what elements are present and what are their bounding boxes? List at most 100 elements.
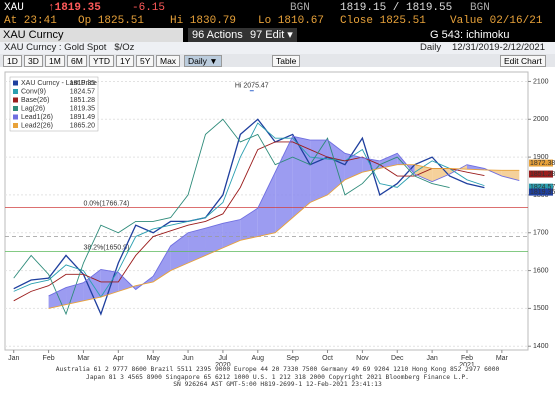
range-button[interactable]: 1M [45,55,65,67]
series-line [48,135,520,297]
legend-value: 1819.35 [70,105,95,112]
period: Daily [420,42,442,53]
source: BGN [470,2,490,14]
range-button[interactable]: 3D [24,55,43,67]
x-tick-label: Feb [461,355,473,362]
x-tick-label: Mar [496,355,509,362]
range-button[interactable]: Max [156,55,181,67]
footer-line: Japan 81 3 4565 8900 Singapore 65 6212 1… [86,373,469,381]
legend-label: Lag(26) [21,105,45,112]
range-button[interactable]: 1Y [116,55,135,67]
time: At 23:41 [4,15,57,27]
y-tick-label: 1500 [533,305,549,312]
legend-swatch [13,80,18,86]
y-tick-label: 1900 [533,154,549,161]
series-line [13,141,485,302]
series-line [13,118,485,316]
bid-ask: 1819.15 / 1819.55 [340,2,453,14]
cloud [205,223,223,256]
price-tag [529,183,553,191]
year-label: 2020 [215,362,231,366]
year-label: 2021 [459,362,475,366]
toolbar: 1D 3D 1M 6M YTD 1Y 5Y Max Daily ▼ Table Edit Chart [0,54,555,67]
subheader: XAU Curncy : Gold Spot $/Oz Daily 12/31/… [0,42,555,54]
legend-swatch [13,106,18,111]
date-range: 12/31/2019-2/12/2021 [452,42,545,53]
price: ↑1819.35 [48,2,101,14]
chart-name: G 543: ichimoku [430,29,510,41]
x-tick-label: Oct [322,355,333,362]
range-button[interactable]: YTD [89,55,114,67]
level-label: 38.2%(1650.9) [83,245,129,252]
price-tag [529,159,553,167]
x-tick-label: May [147,355,161,362]
y-tick-label: 1700 [533,230,549,237]
x-tick-label: Nov [356,355,369,362]
y-tick-label: 1400 [533,343,549,350]
legend-label: Conv(9) [21,88,46,95]
legend-swatch [13,97,18,103]
cloud [310,140,328,203]
price-tag-label: 1872.38 [530,160,555,167]
legend-label: XAU Curncy - Last Price [21,80,97,87]
table-button[interactable]: Table [272,55,301,67]
legend-swatch [13,114,18,120]
footer-line: Australia 61 2 9777 8600 Brazil 5511 239… [55,366,500,373]
cloud [501,170,520,181]
legend-value: 1851.28 [70,97,95,104]
edit-menu[interactable]: 97 Edit ▾ [246,28,297,42]
range-button[interactable]: 5Y [136,55,155,67]
open: Op 1825.51 [78,15,145,27]
legend-label: Lead1(26) [21,114,53,121]
symbol: XAU [4,2,24,14]
legend-value: 1824.57 [70,88,95,95]
price-tag [529,188,553,196]
price-tag-label: 1824.57 [530,184,555,191]
series-line [13,122,485,298]
footer: Australia 61 2 9777 8600 Brazil 5511 239… [0,366,555,389]
legend-label: Base(26) [21,97,49,104]
legend-swatch [13,123,18,128]
frequency-button[interactable]: Daily ▼ [184,55,222,67]
price-tag [529,170,553,178]
cloud [83,269,101,301]
level-label: 0.0%(1766.74) [83,200,129,207]
low: Lo 1810.67 [258,15,325,27]
price-tag-label: 1851.28 [530,171,555,178]
x-tick-label: Dec [391,355,404,362]
change: -6.15 [132,2,166,14]
high-label: Hi 2075.47 [235,83,269,90]
security[interactable]: XAU Curncy [0,28,183,42]
range-button[interactable]: 1D [3,55,22,67]
x-tick-label: Sep [286,355,299,362]
edit-chart-button[interactable]: Edit Chart [500,55,546,67]
source: BGN [290,2,310,14]
cloud [240,208,258,241]
cloud [257,172,276,237]
x-tick-label: Jan [8,355,19,362]
legend-value: 1819.35 [70,80,95,87]
ticker-bar: XAU ↑1819.35 -6.15 BGN 1819.15 / 1819.55… [0,0,555,28]
x-tick-label: Jun [182,355,193,362]
series-line [13,118,450,316]
legend-value: 1865.20 [70,122,95,129]
footer-line: SN 926264 AST GMT-5:00 H819-2699-1 12-Fe… [173,381,382,388]
legend-label: Lead2(26) [21,122,53,129]
cloud [66,282,84,305]
description: XAU Curncy : Gold Spot $/Oz [4,42,135,53]
x-tick-label: Jan [426,355,437,362]
chart: 14001500160017001800190020002100JanFebMa… [4,71,555,366]
y-tick-label: 2000 [533,116,549,123]
x-tick-label: Jul [218,355,227,362]
price-tag-label: 1819.35 [530,189,555,196]
legend-swatch [13,89,18,94]
x-tick-label: Aug [252,355,265,362]
cloud [275,136,293,233]
y-tick-label: 1600 [533,267,549,274]
x-tick-label: Mar [77,355,90,362]
cloud [222,219,241,248]
range-button[interactable]: 6M [67,55,87,67]
x-tick-label: Feb [43,355,55,362]
high: Hi 1830.79 [170,15,237,27]
